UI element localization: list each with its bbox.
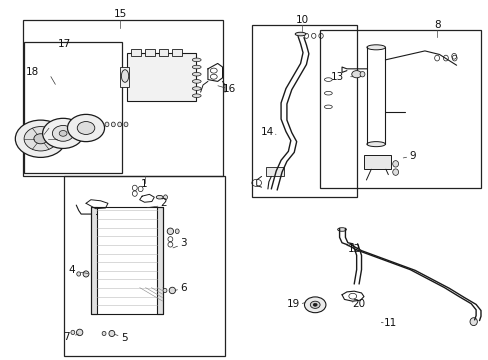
Bar [91,207,97,315]
Circle shape [42,118,83,148]
Ellipse shape [169,287,175,294]
Ellipse shape [71,330,75,334]
Ellipse shape [111,122,115,127]
Ellipse shape [175,229,179,234]
Bar [320,31,480,188]
Circle shape [313,303,317,306]
Text: 2: 2 [161,198,167,208]
Text: 6: 6 [180,283,186,293]
Ellipse shape [469,318,476,325]
Ellipse shape [295,32,305,36]
Ellipse shape [124,122,128,127]
Ellipse shape [109,330,115,337]
Bar [157,207,162,315]
Circle shape [310,301,320,309]
Circle shape [304,297,325,313]
Text: 17: 17 [58,40,71,49]
Ellipse shape [366,141,385,147]
Text: 7: 7 [63,332,70,342]
Circle shape [15,120,66,157]
Ellipse shape [192,72,201,76]
Ellipse shape [163,195,167,199]
Ellipse shape [105,122,109,127]
Bar [22,21,222,176]
Ellipse shape [366,45,385,50]
Text: 11: 11 [384,319,397,328]
Ellipse shape [392,169,398,175]
Ellipse shape [121,70,128,82]
Ellipse shape [392,161,398,167]
Circle shape [34,134,47,144]
Bar [251,25,356,197]
Bar [363,155,390,169]
Text: 8: 8 [433,20,440,30]
Text: 12: 12 [347,244,360,254]
Circle shape [52,126,74,141]
Text: 15: 15 [113,9,126,19]
Ellipse shape [167,228,173,234]
Text: 10: 10 [295,15,308,26]
Bar [172,49,182,55]
Text: 5: 5 [121,333,127,343]
Text: 9: 9 [408,150,415,161]
Ellipse shape [156,195,163,199]
Bar [145,49,155,55]
Ellipse shape [102,331,106,336]
Ellipse shape [76,329,82,336]
Circle shape [77,122,95,134]
Ellipse shape [192,94,201,98]
Ellipse shape [118,122,122,127]
Text: 3: 3 [180,238,186,248]
Bar [158,49,168,55]
Bar [64,176,224,356]
Text: 1: 1 [141,179,147,189]
Bar [91,207,162,315]
Text: 18: 18 [26,67,39,77]
Ellipse shape [192,80,201,83]
Bar [120,67,129,87]
Ellipse shape [192,65,201,69]
Ellipse shape [337,228,346,231]
Text: 20: 20 [352,299,365,309]
Ellipse shape [359,72,364,77]
Bar [24,42,122,173]
Ellipse shape [83,271,89,277]
Text: 16: 16 [223,84,236,94]
Text: 14: 14 [261,127,274,136]
Text: 13: 13 [330,72,343,82]
Text: 4: 4 [68,265,75,275]
Ellipse shape [163,288,166,293]
Ellipse shape [77,272,81,276]
Bar [266,167,283,176]
Circle shape [67,114,104,141]
Circle shape [24,127,57,151]
Circle shape [351,71,361,78]
Ellipse shape [192,58,201,62]
Bar [127,53,195,101]
Text: 19: 19 [286,299,299,309]
Ellipse shape [192,87,201,90]
Bar [131,49,141,55]
Circle shape [59,131,67,136]
